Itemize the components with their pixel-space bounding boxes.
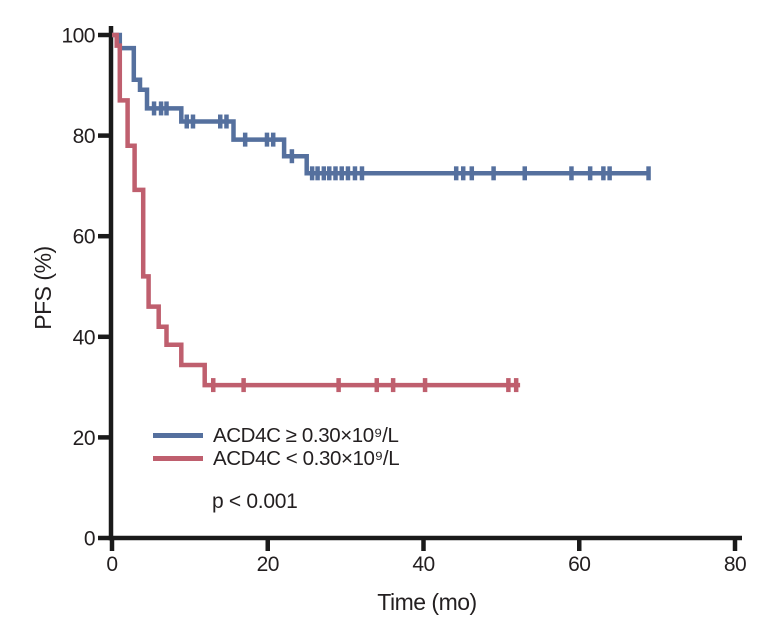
legend-item-high: ACD4C ≥ 0.30×10⁹/L: [153, 424, 399, 447]
legend-swatch-low-icon: [153, 456, 203, 461]
x-tick-label: 40: [412, 553, 434, 576]
y-tick-label: 20: [73, 427, 95, 450]
p-value-label: p < 0.001: [212, 490, 298, 513]
x-tick-label: 60: [568, 553, 590, 576]
legend: ACD4C ≥ 0.30×10⁹/L ACD4C < 0.30×10⁹/L: [153, 424, 400, 470]
y-tick-label: 40: [73, 326, 95, 349]
x-tick-label: 20: [257, 553, 279, 576]
x-tick-label: 0: [106, 553, 117, 576]
y-tick-label: 60: [73, 226, 95, 249]
x-tick-label: 80: [724, 553, 746, 576]
x-axis-title: Time (mo): [377, 589, 477, 615]
y-axis-title: PFS (%): [30, 246, 56, 330]
legend-label-high: ACD4C ≥ 0.30×10⁹/L: [213, 423, 399, 447]
y-tick-label: 0: [84, 528, 95, 551]
km-curve-high: [112, 32, 651, 176]
km-curve-low: [112, 32, 521, 388]
y-tick-label: 100: [61, 25, 95, 48]
legend-label-low: ACD4C < 0.30×10⁹/L: [213, 446, 400, 470]
legend-item-low: ACD4C < 0.30×10⁹/L: [153, 446, 400, 470]
legend-swatch-high-icon: [153, 433, 203, 438]
y-tick-label: 80: [73, 125, 95, 148]
